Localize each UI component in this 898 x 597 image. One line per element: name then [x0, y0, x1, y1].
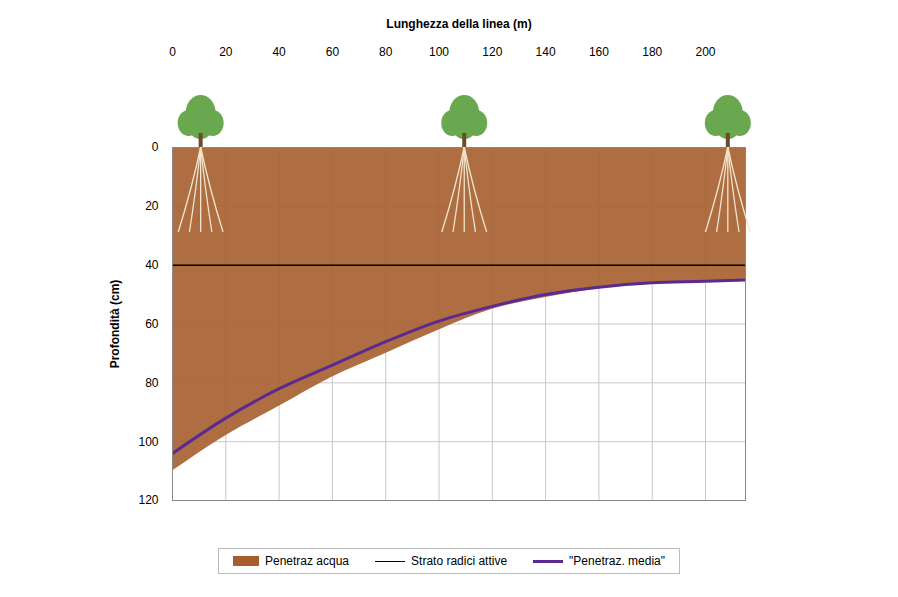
- svg-text:100: 100: [138, 435, 158, 449]
- svg-text:80: 80: [145, 376, 159, 390]
- svg-text:0: 0: [152, 140, 159, 154]
- html-text:"Penetraz. media": "Penetraz. media": [569, 554, 665, 568]
- svg-text:160: 160: [589, 45, 609, 59]
- svg-text:0: 0: [169, 45, 176, 59]
- svg-text:200: 200: [696, 45, 716, 59]
- svg-text:80: 80: [379, 45, 393, 59]
- svg-text:140: 140: [536, 45, 556, 59]
- svg-text:40: 40: [145, 258, 159, 272]
- svg-text:40: 40: [272, 45, 286, 59]
- svg-text:Profondità (cm): Profondità (cm): [108, 280, 122, 369]
- svg-text:20: 20: [219, 45, 233, 59]
- svg-text:Lunghezza della linea (m): Lunghezza della linea (m): [386, 17, 531, 31]
- svg-text:60: 60: [145, 317, 159, 331]
- svg-text:20: 20: [145, 199, 159, 213]
- svg-text:120: 120: [482, 45, 502, 59]
- html-text:Strato radici attive: Strato radici attive: [411, 554, 508, 568]
- svg-text:180: 180: [642, 45, 662, 59]
- svg-text:120: 120: [138, 493, 158, 507]
- html-text:Penetraz acqua: Penetraz acqua: [265, 554, 349, 568]
- svg-text:60: 60: [326, 45, 340, 59]
- svg-text:100: 100: [429, 45, 449, 59]
